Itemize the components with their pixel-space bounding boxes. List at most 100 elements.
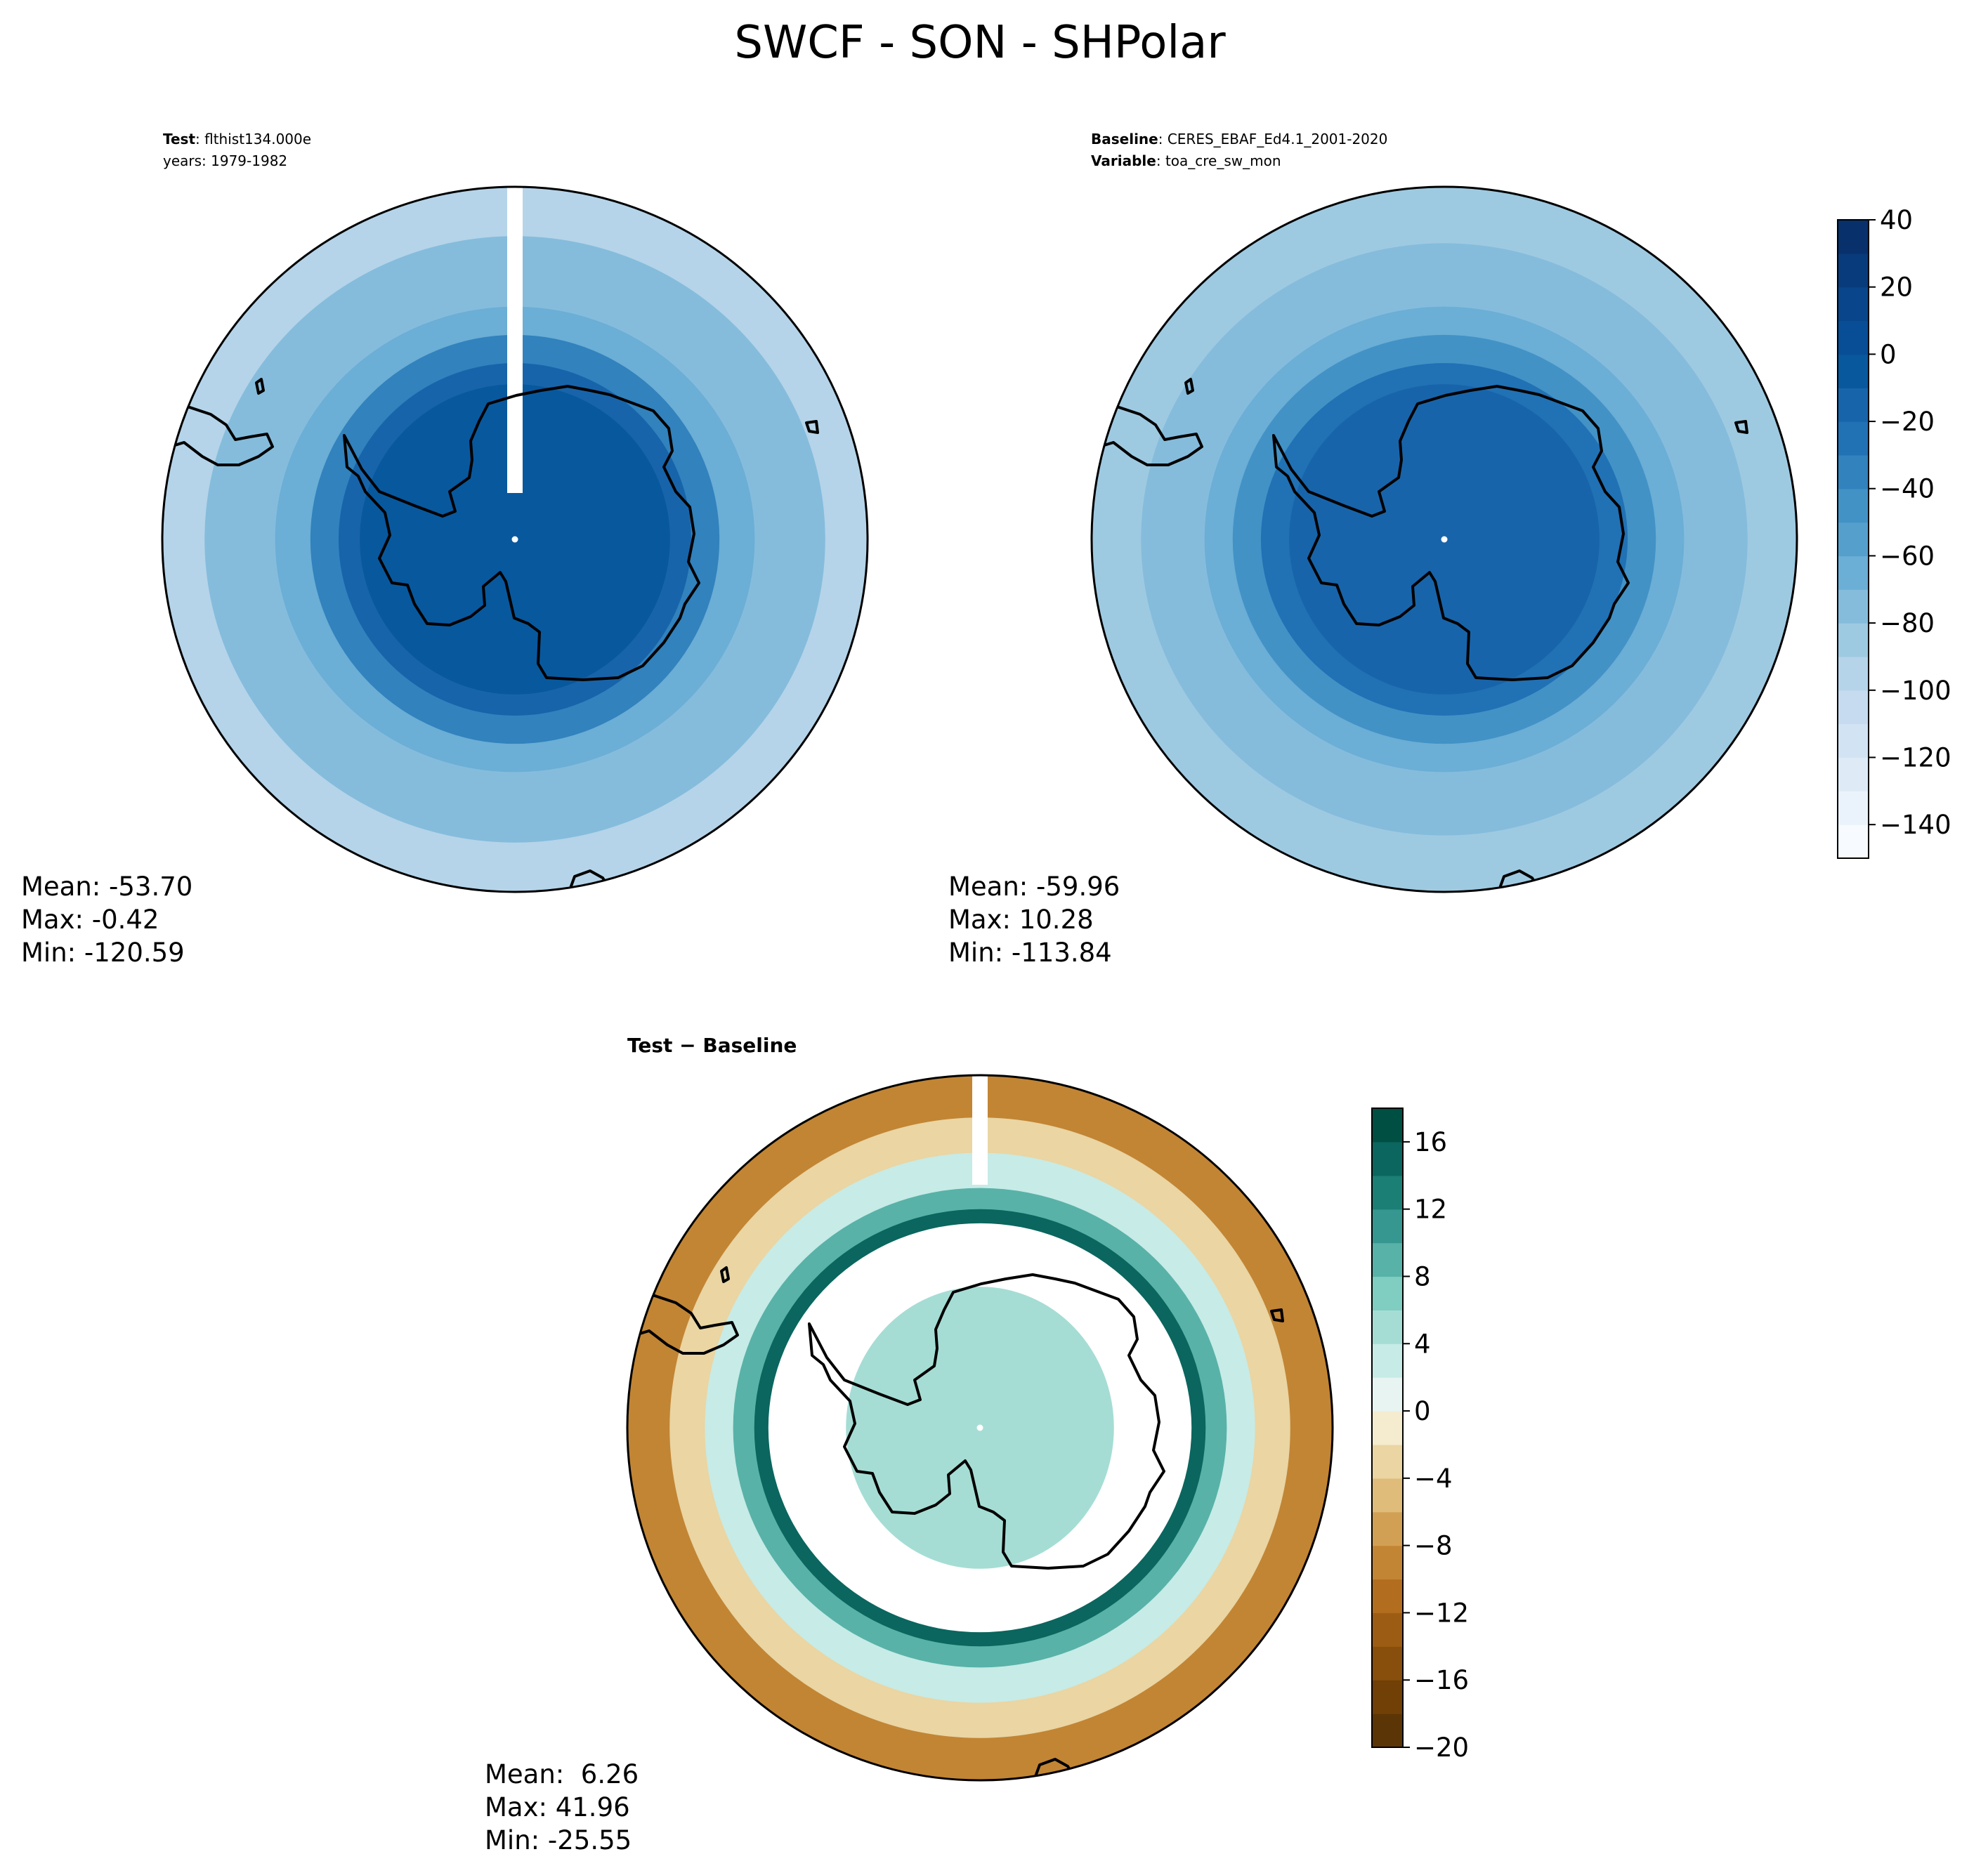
difference-colorbar-frame bbox=[1371, 1108, 1404, 1748]
values-colorbar-segment bbox=[1838, 623, 1869, 657]
figure-title: SWCF - SON - SHPolar bbox=[734, 17, 1226, 69]
difference-colorbar-segment bbox=[1372, 1646, 1403, 1681]
difference-colorbar-segment bbox=[1372, 1411, 1403, 1445]
baseline-map-boundary bbox=[1090, 185, 1798, 893]
values-colorbar-tick-label: −80 bbox=[1880, 608, 1935, 638]
difference-max-stat: Max: 41.96 bbox=[485, 1792, 630, 1822]
baseline-max-stat: Max: 10.28 bbox=[948, 905, 1094, 935]
pole-marker bbox=[511, 536, 518, 543]
difference-colorbar-segment bbox=[1372, 1444, 1403, 1479]
baseline-mean-stat: Mean: -59.96 bbox=[948, 872, 1120, 902]
difference-colorbar-tick-label: 8 bbox=[1414, 1261, 1431, 1292]
difference-colorbar-segment bbox=[1372, 1680, 1403, 1714]
values-colorbar-segment bbox=[1838, 757, 1869, 791]
values-colorbar-tick-label: −120 bbox=[1880, 742, 1951, 773]
difference-colorbar-segment bbox=[1372, 1579, 1403, 1614]
difference-colorbar-segment bbox=[1372, 1612, 1403, 1647]
difference-colorbar-tick-label: 16 bbox=[1414, 1127, 1447, 1157]
test-coastlines bbox=[162, 378, 819, 892]
difference-colorbar-segment bbox=[1372, 1377, 1403, 1412]
colorbar-values: 40 20 0 −20 −40 −60 −80 −100 −120 −140 bbox=[1837, 205, 1951, 859]
test-data-gap bbox=[507, 187, 523, 493]
svg-text:years: 1979-1982: years: 1979-1982 bbox=[163, 152, 287, 169]
values-colorbar-segment bbox=[1838, 824, 1869, 859]
values-colorbar-tick-label: −60 bbox=[1880, 541, 1935, 571]
difference-header: Test − Baseline bbox=[627, 1034, 797, 1057]
values-colorbar-segment bbox=[1838, 388, 1869, 422]
test-mean-stat: Mean: -53.70 bbox=[21, 872, 192, 902]
test-years-label: years: 1979-1982 bbox=[163, 152, 287, 169]
svg-text:Test: flthist134.000e: Test: flthist134.000e bbox=[163, 131, 311, 147]
difference-colorbar-tick-label: −20 bbox=[1414, 1733, 1469, 1763]
values-colorbar-segment bbox=[1838, 656, 1869, 691]
values-colorbar-segment bbox=[1838, 690, 1869, 725]
values-colorbar-segment bbox=[1838, 253, 1869, 288]
values-colorbar-tick-label: 20 bbox=[1880, 272, 1913, 303]
island-coastline bbox=[255, 378, 265, 395]
values-colorbar-segment bbox=[1838, 589, 1869, 624]
baseline-panel: Baseline: CERES_EBAF_Ed4.1_2001-2020 Var… bbox=[948, 131, 1798, 968]
test-max-stat: Max: -0.42 bbox=[21, 905, 159, 935]
difference-colorbar-segment bbox=[1372, 1209, 1403, 1244]
difference-colorbar-segment bbox=[1372, 1242, 1403, 1277]
difference-panel: Test − Baseline Mean: 6.26 Max: 41.96 Mi… bbox=[485, 1034, 1334, 1855]
values-colorbar-segment bbox=[1838, 320, 1869, 355]
south-america-coastline bbox=[162, 402, 274, 466]
difference-colorbar-segment bbox=[1372, 1511, 1403, 1546]
values-colorbar-tick-label: −140 bbox=[1880, 810, 1951, 840]
difference-colorbar-tick-label: −12 bbox=[1414, 1598, 1469, 1628]
values-colorbar-tick-label: −40 bbox=[1880, 474, 1935, 504]
values-colorbar-segment bbox=[1838, 421, 1869, 456]
difference-map-boundary bbox=[626, 1074, 1334, 1782]
values-colorbar-tick-label: 0 bbox=[1880, 339, 1897, 369]
baseline-header-value: : CERES_EBAF_Ed4.1_2001-2020 bbox=[1158, 131, 1388, 147]
difference-colorbar-segment bbox=[1372, 1545, 1403, 1580]
pole-marker bbox=[976, 1424, 983, 1431]
values-colorbar-segment bbox=[1838, 354, 1869, 388]
test-map-boundary bbox=[161, 185, 869, 893]
difference-coastlines bbox=[627, 1266, 1284, 1780]
island-coastline bbox=[1734, 420, 1748, 434]
svg-text:Baseline: CERES_EBAF_Ed4.1_200: Baseline: CERES_EBAF_Ed4.1_2001-2020 bbox=[1091, 131, 1387, 147]
difference-colorbar-tick-label: 0 bbox=[1414, 1396, 1431, 1426]
difference-data-gap bbox=[972, 1075, 988, 1185]
south-america-coastline bbox=[627, 1291, 739, 1355]
island-coastline bbox=[720, 1266, 730, 1283]
values-colorbar-tick-label: −100 bbox=[1880, 676, 1951, 706]
values-colorbar-segment bbox=[1838, 220, 1869, 254]
difference-mean-stat: Mean: 6.26 bbox=[485, 1759, 639, 1789]
difference-colorbar-segment bbox=[1372, 1343, 1403, 1378]
island-coastline bbox=[805, 420, 819, 434]
antarctica-coastline bbox=[1272, 385, 1630, 681]
values-colorbar-segment bbox=[1838, 488, 1869, 523]
values-colorbar-frame bbox=[1837, 219, 1869, 859]
difference-colorbar-segment bbox=[1372, 1276, 1403, 1310]
test-header-label: Test bbox=[163, 131, 195, 147]
difference-colorbar-tick-label: 12 bbox=[1414, 1195, 1447, 1225]
variable-header-value: : toa_cre_sw_mon bbox=[1156, 152, 1281, 169]
antarctica-coastline bbox=[343, 385, 700, 681]
antarctica-coastline bbox=[808, 1273, 1165, 1570]
pole-marker bbox=[1441, 536, 1448, 543]
difference-colorbar-segment bbox=[1372, 1310, 1403, 1344]
variable-header-label: Variable bbox=[1091, 152, 1156, 169]
difference-colorbar-segment bbox=[1372, 1141, 1403, 1176]
test-header-value: : flthist134.000e bbox=[195, 131, 311, 147]
difference-min-stat: Min: -25.55 bbox=[485, 1825, 632, 1855]
values-colorbar-segment bbox=[1838, 556, 1869, 590]
values-colorbar-segment bbox=[1838, 791, 1869, 825]
values-colorbar-segment bbox=[1838, 723, 1869, 758]
baseline-min-stat: Min: -113.84 bbox=[948, 938, 1112, 968]
difference-colorbar-tick-label: −8 bbox=[1414, 1531, 1453, 1561]
difference-colorbar-segment bbox=[1372, 1108, 1403, 1143]
difference-colorbar-segment bbox=[1372, 1175, 1403, 1210]
difference-colorbar-segment bbox=[1372, 1714, 1403, 1748]
test-min-stat: Min: -120.59 bbox=[21, 938, 185, 968]
svg-text:Variable: toa_cre_sw_mon: Variable: toa_cre_sw_mon bbox=[1091, 152, 1281, 169]
south-america-coastline bbox=[1092, 402, 1203, 466]
difference-colorbar-segment bbox=[1372, 1478, 1403, 1513]
difference-colorbar-tick-label: −4 bbox=[1414, 1464, 1453, 1494]
island-coastline bbox=[1270, 1308, 1284, 1322]
values-colorbar-segment bbox=[1838, 522, 1869, 557]
